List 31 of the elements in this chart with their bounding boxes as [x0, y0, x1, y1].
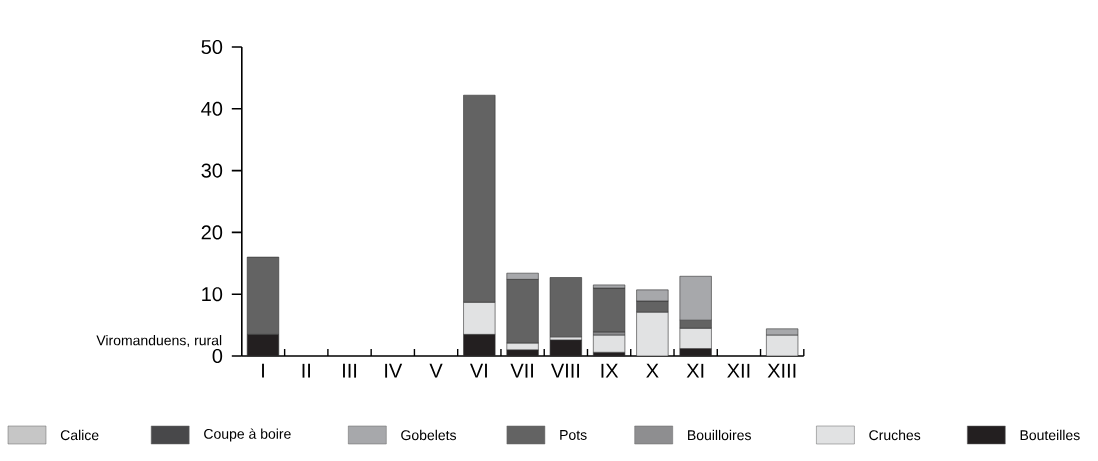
legend-label: Bouilloires: [688, 429, 751, 441]
legend-label: Gobelets: [401, 429, 457, 441]
x-tick-label: III: [343, 363, 357, 378]
y-tick-label: 50: [201, 39, 223, 55]
x-tick-label: X: [646, 363, 659, 378]
y-tick-label: 30: [201, 163, 223, 178]
x-tick-label: VII: [510, 363, 533, 378]
legend-label: Pots: [560, 430, 587, 440]
bar: [549, 277, 582, 338]
x-tick-label: II: [302, 363, 310, 378]
y-tick-label: 0: [212, 348, 223, 364]
y-tick-label: 20: [201, 225, 223, 240]
bar: [593, 334, 626, 353]
x-tick-label: I: [262, 363, 264, 378]
bar: [593, 287, 626, 333]
legend-label: Coupe à boire: [204, 428, 291, 442]
x-tick-label: V: [429, 363, 443, 378]
bar: [549, 339, 582, 357]
legend-label: Cruches: [869, 429, 921, 441]
x-tick-label: IX: [601, 363, 619, 378]
x-tick-label: XII: [727, 363, 750, 378]
x-tick-label: XI: [686, 363, 704, 378]
x-tick-label: XIII: [767, 363, 796, 378]
y-tick-label: 40: [201, 101, 223, 116]
x-tick-label: IV: [385, 363, 403, 378]
legend-label: Bouteilles: [1020, 429, 1080, 441]
legend-label: Calice: [60, 429, 99, 441]
text: Viromanduens, rural: [96, 335, 222, 347]
x-tick-label: VIII: [550, 363, 580, 378]
x-tick-label: VI: [469, 363, 487, 378]
y-tick-label: 10: [202, 287, 223, 302]
